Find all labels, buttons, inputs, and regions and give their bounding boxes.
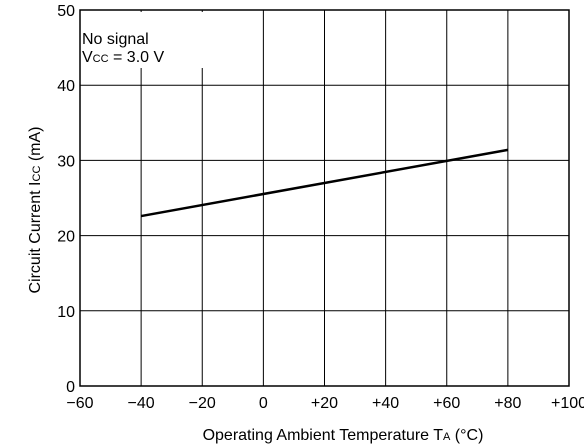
annotation-vcc-value: = 3.0 V bbox=[109, 49, 165, 66]
x-tick-label: −20 bbox=[189, 395, 216, 412]
x-tick-label: 0 bbox=[259, 395, 268, 412]
annotation-background bbox=[80, 12, 212, 68]
series-group bbox=[140, 148, 509, 218]
y-tick-label: 20 bbox=[57, 229, 75, 246]
y-tick-labels: 0 10 20 30 40 50 bbox=[57, 3, 75, 396]
x-axis-label: Operating Ambient Temperature TA (°C) bbox=[203, 427, 484, 444]
y-tick-label: 0 bbox=[66, 379, 75, 396]
x-tick-label: −60 bbox=[66, 395, 93, 412]
y-axis-label: Circuit Current ICC (mA) bbox=[27, 126, 44, 293]
y-tick-label: 40 bbox=[57, 78, 75, 95]
x-tick-label: +40 bbox=[372, 395, 399, 412]
x-tick-label: +20 bbox=[311, 395, 338, 412]
y-tick-label: 10 bbox=[57, 304, 75, 321]
y-tick-label: 50 bbox=[57, 3, 75, 20]
series-line bbox=[140, 148, 509, 218]
annotation-line1: No signal bbox=[82, 31, 149, 48]
grid-lines bbox=[80, 10, 569, 386]
annotation-vcc-sub: CC bbox=[93, 53, 109, 65]
x-tick-labels: −60 −40 −20 0 +20 +40 +60 +80 +100 bbox=[66, 395, 584, 412]
x-tick-label: +60 bbox=[433, 395, 460, 412]
y-tick-label: 30 bbox=[57, 153, 75, 170]
annotation-line2: VCC = 3.0 V bbox=[82, 49, 164, 66]
x-tick-label: +80 bbox=[494, 395, 521, 412]
plot-frame bbox=[79, 9, 570, 387]
annotation-vcc-main: V bbox=[82, 49, 93, 66]
x-tick-label: −40 bbox=[128, 395, 155, 412]
x-tick-label: +100 bbox=[551, 395, 584, 412]
